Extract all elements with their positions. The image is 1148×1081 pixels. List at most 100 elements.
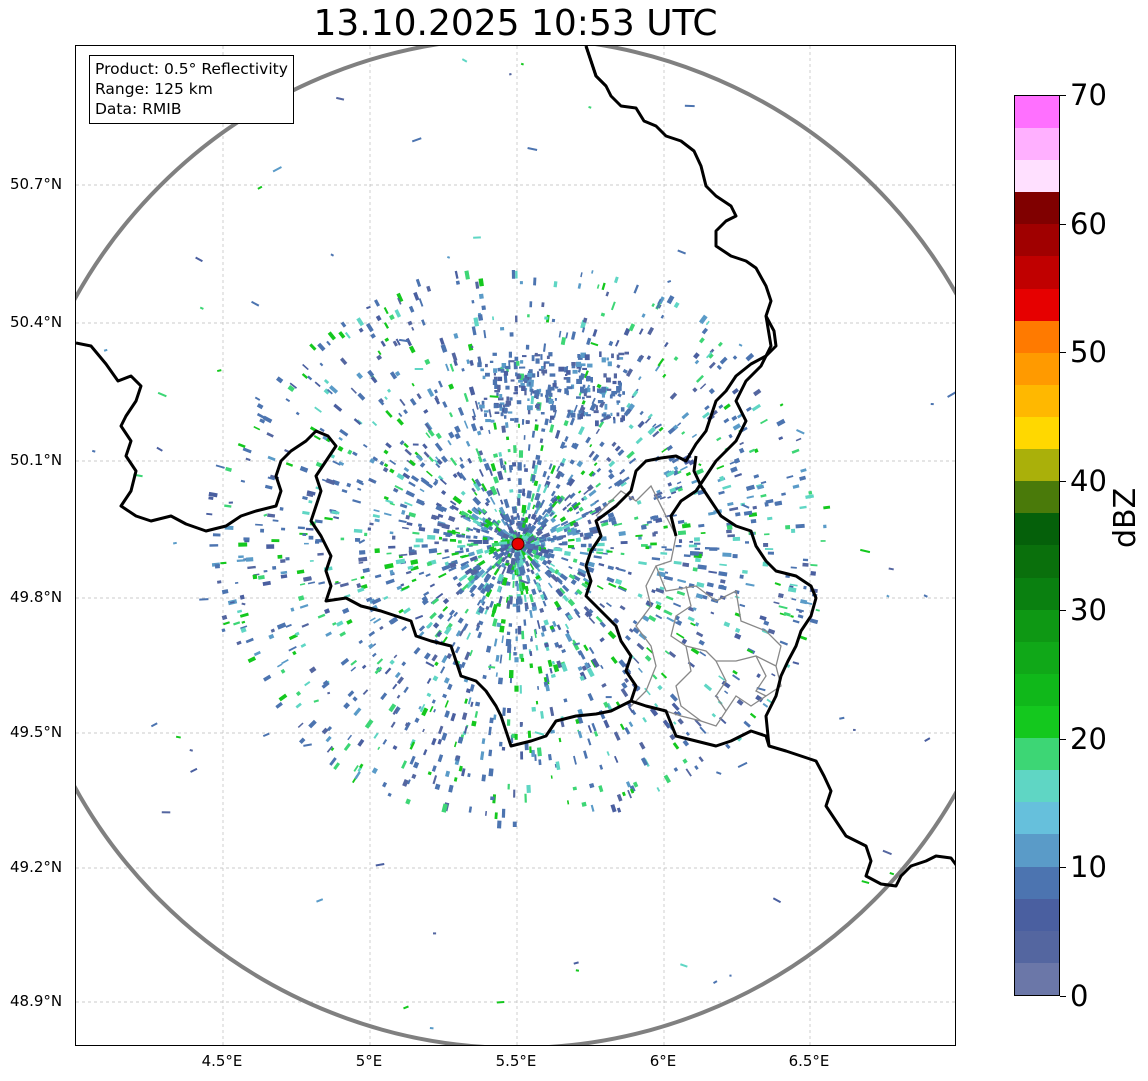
echo-pixel <box>603 719 610 729</box>
echo-pixel <box>546 475 550 480</box>
echo-pixel <box>664 341 669 348</box>
echo-pixel <box>448 566 457 572</box>
echo-pixel <box>652 674 658 680</box>
echo-pixel <box>632 627 640 634</box>
colorbar-segment <box>1015 320 1059 353</box>
echo-pixel <box>599 441 605 448</box>
echo-pixel <box>547 505 554 512</box>
echo-pixel <box>563 420 569 427</box>
echo-pixel <box>490 796 495 801</box>
echo-pixel <box>432 622 440 629</box>
echo-pixel <box>556 624 562 631</box>
echo-pixel <box>441 523 451 530</box>
echo-pixel <box>510 557 516 565</box>
colorbar-segment <box>1015 160 1059 193</box>
echo-pixel <box>331 510 340 515</box>
echo-pixel <box>560 719 565 728</box>
echo-pixel <box>444 700 449 708</box>
echo-pixel <box>481 738 486 745</box>
echo-pixel <box>431 699 436 704</box>
echo-pixel <box>577 708 584 716</box>
echo-pixel <box>517 560 520 570</box>
echo-pixel <box>564 436 569 442</box>
echo-pixel <box>790 615 794 618</box>
echo-pixel <box>663 774 671 784</box>
echo-pixel <box>374 666 383 675</box>
echo-pixel <box>421 595 429 603</box>
echo-pixel <box>476 548 484 555</box>
echo-pixel <box>599 400 606 408</box>
echo-pixel <box>558 330 562 338</box>
echo-pixel <box>616 402 619 405</box>
echo-pixel <box>362 443 368 448</box>
echo-pixel <box>384 396 388 401</box>
echo-pixel <box>519 579 530 585</box>
echo-pixel <box>526 502 532 511</box>
echo-pixel <box>673 356 679 362</box>
echo-pixel <box>434 541 439 545</box>
echo-pixel <box>434 442 443 452</box>
echo-pixel <box>385 499 394 504</box>
echo-pixel <box>582 396 585 400</box>
echo-pixel <box>573 608 580 616</box>
echo-pixel <box>672 602 682 608</box>
echo-pixel <box>462 516 472 522</box>
echo-pixel <box>540 354 543 360</box>
echo-pixel <box>607 630 617 640</box>
echo-pixel <box>664 571 669 574</box>
echo-pixel <box>321 727 329 735</box>
echo-pixel <box>288 646 297 652</box>
echo-pixel <box>529 650 533 657</box>
echo-pixel <box>532 504 536 510</box>
echo-pixel <box>522 512 525 517</box>
echo-pixel <box>632 781 639 788</box>
echo-pixel <box>489 485 498 496</box>
echo-pixel <box>575 588 583 596</box>
echo-pixel <box>344 331 351 339</box>
echo-pixel <box>259 418 266 424</box>
echo-pixel <box>449 505 455 511</box>
echo-pixel <box>500 368 505 373</box>
echo-pixel <box>468 806 473 813</box>
echo-pixel <box>540 710 545 719</box>
colorbar-segment <box>1015 866 1059 899</box>
lon-label: 5°E <box>355 1052 383 1070</box>
echo-pixel <box>596 383 602 389</box>
echo-pixel <box>399 398 406 407</box>
lon-label: 4.5°E <box>201 1052 243 1070</box>
echo-pixel <box>256 403 264 410</box>
colorbar-segment <box>1015 673 1059 707</box>
echo-pixel <box>600 664 604 670</box>
echo-pixel <box>380 692 388 701</box>
echo-pixel <box>779 403 784 407</box>
echo-pixel <box>519 366 526 369</box>
echo-pixel <box>586 375 591 382</box>
echo-pixel <box>653 494 662 501</box>
echo-pixel <box>695 374 704 383</box>
echo-pixel <box>732 355 738 360</box>
echo-pixel <box>520 62 524 66</box>
echo-pixel <box>428 456 435 463</box>
echo-pixel <box>371 652 377 658</box>
echo-pixel <box>394 485 404 491</box>
echo-pixel <box>494 390 500 393</box>
echo-pixel <box>374 574 382 579</box>
echo-pixel <box>745 541 750 544</box>
echo-pixel <box>597 548 604 552</box>
echo-pixel <box>575 361 582 367</box>
echo-pixel <box>698 523 705 528</box>
echo-pixel <box>536 483 542 493</box>
echo-pixel <box>597 400 604 404</box>
echo-pixel <box>562 506 568 511</box>
echo-pixel <box>567 544 575 549</box>
echo-pixel <box>792 661 800 665</box>
echo-pixel <box>519 722 523 726</box>
echo-pixel <box>476 568 486 578</box>
echo-pixel <box>663 609 673 616</box>
echo-pixel <box>346 482 352 488</box>
echo-pixel <box>419 706 424 713</box>
echo-pixel <box>373 509 380 513</box>
echo-pixel <box>419 488 425 493</box>
echo-pixel <box>695 557 701 563</box>
radar-map[interactable] <box>75 45 956 1046</box>
